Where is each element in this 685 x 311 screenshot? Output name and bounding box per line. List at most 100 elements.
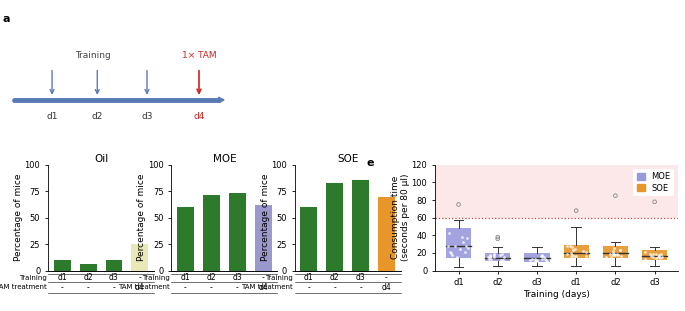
Text: d4: d4 — [258, 283, 268, 292]
Point — [457, 234, 468, 239]
Point — [493, 236, 503, 241]
Bar — [642, 250, 667, 260]
Text: d4: d4 — [135, 283, 145, 292]
Text: d2: d2 — [92, 112, 103, 121]
Point — [462, 235, 473, 240]
Y-axis label: Consumption time
(seconds per 80 μl): Consumption time (seconds per 80 μl) — [391, 174, 410, 262]
Text: -: - — [236, 283, 238, 292]
Point — [451, 255, 462, 260]
Text: -: - — [385, 273, 388, 282]
Point — [453, 202, 464, 207]
Text: -: - — [112, 283, 115, 292]
Text: d1: d1 — [304, 273, 314, 282]
Point — [651, 255, 662, 260]
Text: d2: d2 — [330, 273, 340, 282]
Point — [443, 230, 454, 235]
Bar — [255, 205, 271, 271]
Text: a: a — [2, 14, 10, 24]
Point — [580, 253, 591, 258]
Point — [657, 255, 668, 260]
Y-axis label: Percentage of mice: Percentage of mice — [261, 174, 270, 262]
Title: Oil: Oil — [94, 154, 108, 164]
Point — [529, 258, 540, 263]
Text: 1× TAM: 1× TAM — [182, 52, 216, 60]
Point — [645, 252, 656, 257]
Point — [447, 252, 458, 257]
Point — [652, 255, 663, 260]
Point — [640, 249, 651, 254]
Text: -: - — [87, 283, 90, 292]
Point — [445, 251, 456, 256]
Bar — [352, 180, 369, 271]
Point — [562, 244, 573, 248]
Bar — [105, 260, 123, 271]
Point — [443, 243, 454, 248]
Point — [614, 248, 625, 253]
Point — [495, 258, 506, 262]
Point — [564, 244, 575, 249]
Point — [608, 245, 619, 250]
Text: d4: d4 — [382, 283, 391, 292]
Text: d3: d3 — [232, 273, 242, 282]
Title: SOE: SOE — [337, 154, 358, 164]
Point — [445, 249, 456, 254]
Point — [485, 254, 496, 259]
Point — [449, 244, 460, 249]
Point — [615, 254, 626, 259]
Point — [571, 254, 582, 259]
Text: d3: d3 — [109, 273, 119, 282]
Point — [493, 234, 503, 239]
Text: TAM treatment: TAM treatment — [242, 285, 293, 290]
Point — [577, 248, 588, 253]
Point — [532, 258, 543, 262]
Point — [484, 253, 495, 258]
Point — [527, 256, 538, 261]
Point — [607, 253, 618, 258]
Bar — [132, 244, 148, 271]
Point — [536, 254, 547, 259]
Point — [608, 250, 619, 255]
Point — [609, 252, 620, 257]
Text: TAM treatment: TAM treatment — [0, 285, 47, 290]
Point — [489, 252, 500, 257]
Point — [567, 247, 578, 252]
Text: Training: Training — [266, 275, 293, 281]
Point — [541, 258, 552, 263]
Point — [539, 256, 550, 261]
Point — [484, 257, 495, 262]
Point — [569, 246, 580, 251]
Text: TAM treatment: TAM treatment — [119, 285, 170, 290]
Point — [497, 252, 508, 257]
Text: d2: d2 — [207, 273, 216, 282]
Text: Training: Training — [142, 275, 170, 281]
Bar — [326, 183, 343, 271]
Text: d3: d3 — [141, 112, 153, 121]
Bar — [301, 207, 317, 271]
Point — [484, 253, 495, 258]
Bar — [54, 260, 71, 271]
Point — [571, 208, 582, 213]
Point — [653, 253, 664, 258]
Title: MOE: MOE — [212, 154, 236, 164]
Bar — [446, 228, 471, 258]
Point — [601, 254, 612, 259]
Point — [654, 253, 665, 258]
Text: Training: Training — [75, 52, 110, 60]
Text: Training: Training — [19, 275, 47, 281]
Text: -: - — [138, 273, 141, 282]
Text: d1: d1 — [47, 112, 58, 121]
Point — [566, 250, 577, 255]
Bar — [229, 193, 246, 271]
Point — [498, 258, 509, 262]
Point — [612, 252, 623, 257]
Point — [525, 257, 536, 262]
Point — [540, 258, 551, 263]
Point — [532, 258, 543, 263]
Point — [539, 254, 550, 259]
Text: -: - — [308, 283, 310, 292]
Point — [606, 254, 617, 259]
Text: -: - — [210, 283, 213, 292]
Point — [495, 252, 506, 257]
Point — [537, 253, 548, 258]
Point — [569, 254, 580, 259]
